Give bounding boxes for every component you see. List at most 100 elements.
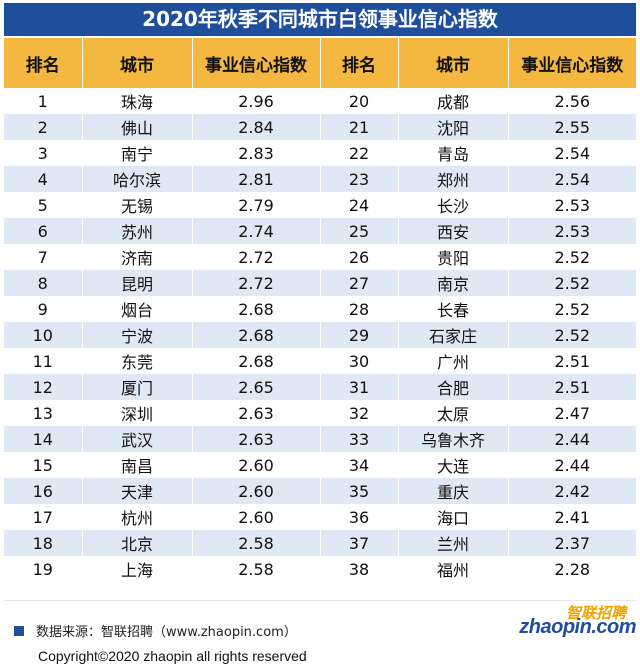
header-city: 城市 [398, 38, 509, 88]
city-cell: 佛山 [82, 114, 193, 140]
city-cell: 太原 [398, 400, 509, 426]
city-cell: 昆明 [82, 270, 193, 296]
table-row: 16 天津 2.60 35 重庆 2.42 [4, 478, 636, 504]
rank-cell: 14 [4, 426, 83, 452]
index-cell: 2.52 [508, 244, 636, 270]
rank-cell: 7 [4, 244, 83, 270]
index-cell: 2.44 [508, 452, 636, 478]
table-row: 3 南宁 2.83 22 青岛 2.54 [4, 140, 636, 166]
index-cell: 2.51 [508, 374, 636, 400]
rank-cell: 29 [320, 322, 399, 348]
rank-cell: 15 [4, 452, 83, 478]
header-row: 排名 城市 事业信心指数 排名 城市 事业信心指数 [4, 38, 636, 88]
city-cell: 无锡 [82, 192, 193, 218]
city-cell: 西安 [398, 218, 509, 244]
city-cell: 沈阳 [398, 114, 509, 140]
city-cell: 乌鲁木齐 [398, 426, 509, 452]
table-row: 5 无锡 2.79 24 长沙 2.53 [4, 192, 636, 218]
city-cell: 厦门 [82, 374, 193, 400]
rank-cell: 6 [4, 218, 83, 244]
city-cell: 大连 [398, 452, 509, 478]
city-cell: 天津 [82, 478, 193, 504]
rank-cell: 33 [320, 426, 399, 452]
rank-cell: 12 [4, 374, 83, 400]
city-cell: 北京 [82, 530, 193, 556]
index-cell: 2.58 [192, 556, 321, 582]
index-cell: 2.68 [192, 296, 321, 322]
table-row: 15 南昌 2.60 34 大连 2.44 [4, 452, 636, 478]
index-cell: 2.52 [508, 270, 636, 296]
index-cell: 2.96 [192, 88, 321, 114]
rank-cell: 3 [4, 140, 83, 166]
city-cell: 兰州 [398, 530, 509, 556]
zhaopin-logo-en: zhaopin.com [519, 616, 636, 638]
rank-cell: 28 [320, 296, 399, 322]
index-cell: 2.53 [508, 192, 636, 218]
table-row: 4 哈尔滨 2.81 23 郑州 2.54 [4, 166, 636, 192]
table-row: 10 宁波 2.68 29 石家庄 2.52 [4, 322, 636, 348]
rank-cell: 37 [320, 530, 399, 556]
city-cell: 郑州 [398, 166, 509, 192]
index-cell: 2.54 [508, 140, 636, 166]
table-row: 17 杭州 2.60 36 海口 2.41 [4, 504, 636, 530]
index-cell: 2.37 [508, 530, 636, 556]
table-row: 14 武汉 2.63 33 乌鲁木齐 2.44 [4, 426, 636, 452]
city-cell: 合肥 [398, 374, 509, 400]
rank-cell: 21 [320, 114, 399, 140]
index-cell: 2.28 [508, 556, 636, 582]
index-cell: 2.79 [192, 192, 321, 218]
city-cell: 珠海 [82, 88, 193, 114]
header-index: 事业信心指数 [508, 38, 636, 88]
index-cell: 2.53 [508, 218, 636, 244]
rank-cell: 2 [4, 114, 83, 140]
city-cell: 杭州 [82, 504, 193, 530]
table-row: 19 上海 2.58 38 福州 2.28 [4, 556, 636, 582]
header-index: 事业信心指数 [192, 38, 321, 88]
data-source-text: 数据来源：智联招聘（www.zhaopin.com） [36, 625, 297, 640]
city-cell: 长春 [398, 296, 509, 322]
index-cell: 2.63 [192, 400, 321, 426]
header-city: 城市 [82, 38, 193, 88]
header-rank: 排名 [320, 38, 399, 88]
city-cell: 苏州 [82, 218, 193, 244]
city-cell: 南宁 [82, 140, 193, 166]
rank-cell: 27 [320, 270, 399, 296]
index-cell: 2.52 [508, 322, 636, 348]
table-row: 12 厦门 2.65 31 合肥 2.51 [4, 374, 636, 400]
rank-cell: 24 [320, 192, 399, 218]
index-cell: 2.55 [508, 114, 636, 140]
city-cell: 重庆 [398, 478, 509, 504]
city-cell: 济南 [82, 244, 193, 270]
rank-cell: 38 [320, 556, 399, 582]
index-cell: 2.84 [192, 114, 321, 140]
index-cell: 2.56 [508, 88, 636, 114]
footer: 数据来源：智联招聘（www.zhaopin.com） Copyright©202… [4, 600, 636, 672]
table-row: 8 昆明 2.72 27 南京 2.52 [4, 270, 636, 296]
city-cell: 福州 [398, 556, 509, 582]
table-body: 1 珠海 2.96 20 成都 2.56 2 佛山 2.84 21 沈阳 2.55 3 南宁 2.83 22 青… [4, 88, 636, 582]
city-cell: 广州 [398, 348, 509, 374]
rank-cell: 30 [320, 348, 399, 374]
city-cell: 贵阳 [398, 244, 509, 270]
rank-cell: 31 [320, 374, 399, 400]
rank-cell: 8 [4, 270, 83, 296]
city-cell: 哈尔滨 [82, 166, 193, 192]
rank-cell: 16 [4, 478, 83, 504]
square-bullet-icon [14, 625, 24, 636]
index-cell: 2.72 [192, 270, 321, 296]
rank-cell: 13 [4, 400, 83, 426]
city-cell: 宁波 [82, 322, 193, 348]
rank-cell: 25 [320, 218, 399, 244]
rank-cell: 35 [320, 478, 399, 504]
city-cell: 上海 [82, 556, 193, 582]
rank-cell: 4 [4, 166, 83, 192]
city-cell: 武汉 [82, 426, 193, 452]
rank-cell: 11 [4, 348, 83, 374]
rank-cell: 17 [4, 504, 83, 530]
rank-cell: 26 [320, 244, 399, 270]
index-cell: 2.51 [508, 348, 636, 374]
rank-cell: 23 [320, 166, 399, 192]
index-cell: 2.68 [192, 322, 321, 348]
city-cell: 成都 [398, 88, 509, 114]
table-row: 13 深圳 2.63 32 太原 2.47 [4, 400, 636, 426]
